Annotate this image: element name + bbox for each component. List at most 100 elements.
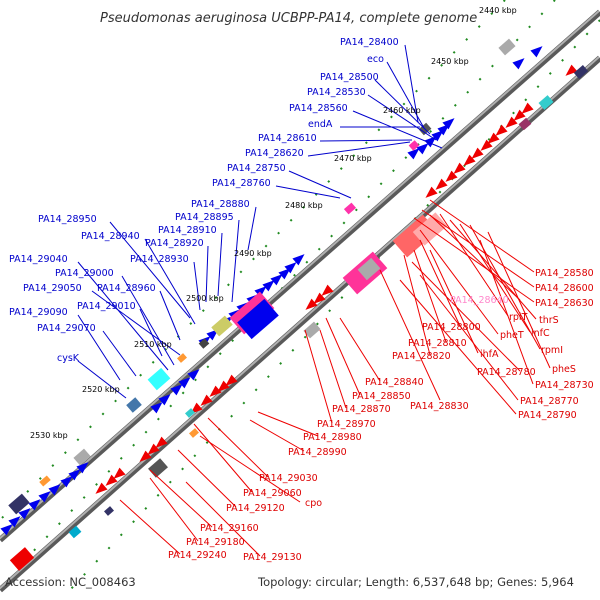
gene-label[interactable]: PA14_28770: [520, 396, 579, 407]
gene-label[interactable]: PA14_28400: [340, 37, 399, 48]
forward-cds-arrow: [407, 148, 420, 160]
gene-label[interactable]: PA14_29010: [77, 301, 136, 312]
gene-label[interactable]: PA14_29180: [186, 537, 245, 548]
gene-label[interactable]: PA14_28600: [535, 283, 594, 294]
forward-cds-arrow: [278, 268, 291, 280]
gene-label[interactable]: PA14_28810: [408, 338, 467, 349]
gene-label[interactable]: PA14_28500: [320, 72, 379, 83]
gene-label[interactable]: PA14_28580: [535, 268, 594, 279]
kbp-label: 2460 kbp: [383, 106, 421, 115]
gene-label[interactable]: PA14_28750: [227, 163, 286, 174]
forward-cds-arrow: [0, 524, 13, 536]
gene-block: [408, 140, 420, 151]
gene-label[interactable]: infC: [531, 328, 550, 339]
reverse-cds-arrow: [113, 467, 126, 479]
kbp-label: 2440 kbp: [479, 6, 517, 15]
gene-label[interactable]: PA14_28820: [392, 351, 451, 362]
gene-label[interactable]: PA14_29070: [37, 323, 96, 334]
forward-cds-arrow: [530, 46, 543, 58]
gene-label[interactable]: PA14_28880: [191, 199, 250, 210]
gene-label[interactable]: PA14_28960: [97, 283, 156, 294]
gene-label[interactable]: PA14_29050: [23, 283, 82, 294]
leader-line: [193, 261, 201, 311]
leader-line: [77, 314, 121, 381]
reverse-cds-arrow: [105, 474, 118, 486]
gene-block: [126, 397, 142, 413]
leader-line: [429, 214, 521, 301]
gene-label[interactable]: PA14_28800: [422, 322, 481, 333]
gene-label[interactable]: PA14_28630: [535, 298, 594, 309]
gene-label[interactable]: PA14_28640: [450, 295, 509, 306]
leader-line: [459, 223, 531, 333]
gene-block: [538, 95, 554, 110]
forward-cds-arrow: [416, 143, 429, 155]
gene-label[interactable]: ihfA: [480, 349, 499, 360]
gene-label[interactable]: PA14_28870: [332, 404, 391, 415]
gene-label[interactable]: PA14_28790: [518, 410, 577, 421]
gene-label[interactable]: endA: [308, 119, 333, 130]
gene-label[interactable]: PA14_28620: [245, 148, 304, 159]
gene-block: [343, 202, 357, 215]
gene-label[interactable]: PA14_29120: [226, 503, 285, 514]
gene-label[interactable]: PA14_28980: [303, 432, 362, 443]
gene-label[interactable]: PA14_29040: [9, 254, 68, 265]
topology-text: Topology: circular; Length: 6,537,648 bp…: [257, 575, 574, 589]
gene-label[interactable]: PA14_28895: [175, 212, 234, 223]
gene-label[interactable]: PA14_28940: [81, 231, 140, 242]
gene-label[interactable]: PA14_28920: [145, 238, 204, 249]
reverse-cds-arrow: [425, 186, 438, 198]
gene-label[interactable]: PA14_28850: [352, 391, 411, 402]
leader-line: [379, 269, 441, 401]
gene-label[interactable]: cpo: [305, 498, 322, 509]
gene-label[interactable]: PA14_29090: [9, 307, 68, 318]
gene-label[interactable]: PA14_28970: [317, 419, 376, 430]
forward-cds-arrow: [254, 286, 267, 298]
gene-label[interactable]: PA14_28990: [288, 447, 347, 458]
reverse-cds-arrow: [453, 162, 466, 174]
leader-line: [205, 245, 209, 303]
gene-label[interactable]: PA14_28910: [158, 225, 217, 236]
forward-cds-arrow: [8, 516, 21, 528]
leader-line: [403, 254, 431, 356]
leader-line: [231, 219, 240, 303]
forward-cds-arrow: [28, 499, 41, 511]
gene-label[interactable]: PA14_28760: [212, 178, 271, 189]
gene-label[interactable]: rplT: [509, 312, 528, 323]
leader-line: [77, 261, 169, 371]
gene-label[interactable]: PA14_29160: [200, 523, 259, 534]
gene-label[interactable]: PA14_28730: [535, 380, 594, 391]
leader-line: [102, 330, 137, 377]
gene-block: [518, 117, 532, 131]
gene-block: [148, 458, 168, 478]
gene-label[interactable]: cysK: [57, 353, 80, 364]
gene-label[interactable]: PA14_28780: [477, 367, 536, 378]
gene-block: [9, 547, 35, 571]
gene-label[interactable]: pheS: [552, 364, 576, 375]
leader-line: [374, 79, 431, 135]
gene-label[interactable]: PA14_29060: [243, 488, 302, 499]
gene-label[interactable]: PA14_29030: [259, 473, 318, 484]
gene-block: [8, 493, 30, 515]
gene-label[interactable]: PA14_29130: [243, 552, 302, 563]
leader-line: [307, 141, 411, 157]
gene-label[interactable]: PA14_28530: [307, 87, 366, 98]
gene-label[interactable]: PA14_28560: [289, 103, 348, 114]
leader-line: [304, 329, 333, 424]
gene-label[interactable]: PA14_28930: [130, 254, 189, 265]
reverse-cds-arrow: [313, 292, 326, 304]
gene-label[interactable]: PA14_29000: [55, 268, 114, 279]
gene-label[interactable]: PA14_28950: [38, 214, 97, 225]
gene-label[interactable]: PA14_28840: [365, 377, 424, 388]
gene-label[interactable]: rpmI: [541, 345, 563, 356]
gene-block: [68, 525, 82, 539]
gene-label[interactable]: eco: [367, 54, 384, 65]
forward-cds-arrow: [158, 394, 171, 406]
gene-label[interactable]: pheT: [500, 330, 524, 341]
kbp-label: 2530 kbp: [30, 431, 68, 440]
gene-label[interactable]: thrS: [539, 315, 559, 326]
gene-label[interactable]: PA14_29240: [168, 550, 227, 561]
gene-label[interactable]: PA14_28830: [410, 401, 469, 412]
gene-label[interactable]: PA14_28610: [258, 133, 317, 144]
leader-line: [419, 239, 461, 327]
